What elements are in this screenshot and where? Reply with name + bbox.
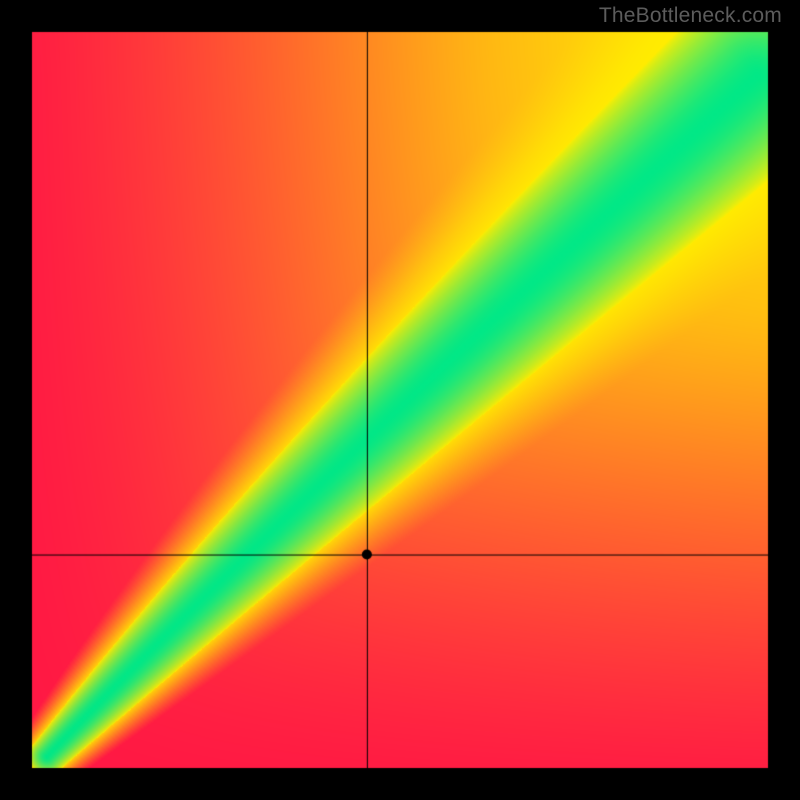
heatmap-canvas [0, 0, 800, 800]
watermark-text: TheBottleneck.com [599, 4, 782, 28]
chart-container: TheBottleneck.com [0, 0, 800, 800]
